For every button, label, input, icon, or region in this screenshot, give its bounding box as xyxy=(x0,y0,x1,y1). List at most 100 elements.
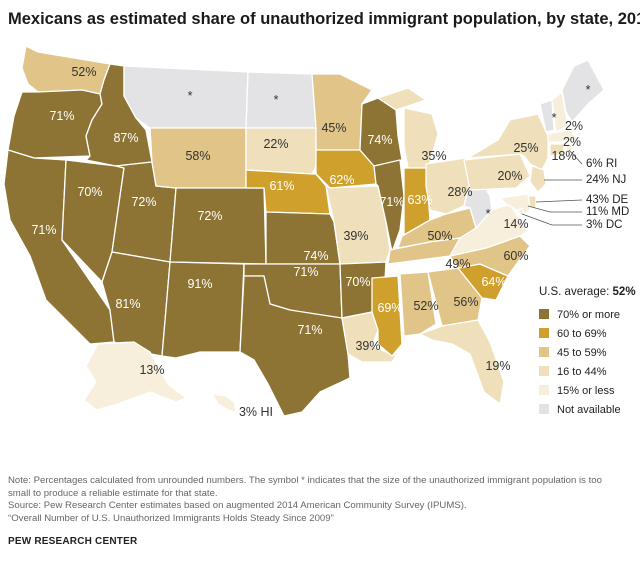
state-label-ne: 61% xyxy=(269,179,294,193)
us-average-label: U.S. average: xyxy=(539,286,610,298)
leader-line-dc xyxy=(521,213,582,226)
state-label-ga: 56% xyxy=(453,295,478,309)
legend-swatch xyxy=(539,347,549,358)
state-al xyxy=(399,271,437,337)
legend-label: 16 to 44% xyxy=(557,366,607,378)
state-label-il: 71% xyxy=(379,195,404,209)
state-hi xyxy=(211,393,237,413)
callout-label-ri: 6% RI xyxy=(586,158,617,170)
map-title: Mexicans as estimated share of unauthori… xyxy=(8,10,640,28)
state-label-id: 87% xyxy=(113,131,138,145)
leader-line-md xyxy=(527,205,582,213)
state-label-hi: 3% HI xyxy=(239,405,273,419)
state-label-ks: 74% xyxy=(303,249,328,263)
state-label-wy: 58% xyxy=(185,149,210,163)
state-label-mt: * xyxy=(188,89,193,103)
state-co xyxy=(169,187,267,265)
us-average: U.S. average: 52% xyxy=(539,286,636,298)
legend-item: 15% or less xyxy=(539,384,614,398)
legend-item: 45 to 59% xyxy=(539,346,607,360)
legend-swatch xyxy=(539,385,549,396)
notes: Note: Percentages calculated from unroun… xyxy=(8,475,634,525)
legend-item: 60 to 69% xyxy=(539,327,607,341)
note-line: Note: Percentages calculated from unroun… xyxy=(8,475,602,486)
state-label-oh: 28% xyxy=(447,185,472,199)
state-label-al: 52% xyxy=(413,299,438,313)
state-label-ok: 71% xyxy=(293,265,318,279)
state-label-me: * xyxy=(586,83,591,97)
state-sd xyxy=(245,127,317,175)
source-line: Source: Pew Research Center estimates ba… xyxy=(8,500,467,512)
state-nh xyxy=(551,91,569,133)
state-label-ky: 50% xyxy=(427,229,452,243)
callout-label-nj: 24% NJ xyxy=(586,174,626,186)
state-label-sd: 22% xyxy=(263,137,288,151)
state-label-ma: 2% xyxy=(563,135,581,149)
legend-label: 45 to 59% xyxy=(557,347,607,359)
state-label-ca: 71% xyxy=(31,223,56,237)
state-label-az: 81% xyxy=(115,297,140,311)
legend-item: Not available xyxy=(539,403,621,417)
state-vt xyxy=(539,99,555,133)
legend-label: 60 to 69% xyxy=(557,328,607,340)
us-choropleth-map: 52% 71% 71% 87% 70% 72% 81% * 58% 72% 91% * 22% 61% 74… xyxy=(3,45,629,419)
state-ma xyxy=(547,129,579,143)
state-label-ms: 69% xyxy=(377,301,402,315)
state-mt xyxy=(123,65,249,129)
state-label-ut: 72% xyxy=(131,195,156,209)
callout-label-md: 11% MD xyxy=(586,206,629,218)
state-ny xyxy=(467,113,549,171)
state-nj xyxy=(529,165,547,193)
state-label-nh: 2% xyxy=(565,119,583,133)
state-label-mo: 39% xyxy=(343,229,368,243)
legend-label: Not available xyxy=(557,404,621,416)
state-label-wv: * xyxy=(486,207,491,221)
state-label-nm: 91% xyxy=(187,277,212,291)
state-label-ny: 25% xyxy=(513,141,538,155)
state-label-fl: 19% xyxy=(485,359,510,373)
state-ms xyxy=(371,275,403,357)
us-average-value: 52% xyxy=(612,286,636,298)
state-label-pa: 20% xyxy=(497,169,522,183)
legend-swatch xyxy=(539,404,549,415)
legend-label: 70% or more xyxy=(557,309,620,321)
state-label-ia: 62% xyxy=(329,173,354,187)
legend-item: 16 to 44% xyxy=(539,365,607,379)
note-line: small to produce a reliable estimate for… xyxy=(8,487,218,499)
report-title: “Overall Number of U.S. Unauthorized Imm… xyxy=(8,512,334,524)
legend-swatch xyxy=(539,309,549,320)
state-label-tn: 49% xyxy=(445,257,470,271)
callout-label-dc: 3% DC xyxy=(586,219,622,231)
state-label-nv: 70% xyxy=(77,185,102,199)
state-ak xyxy=(83,341,187,411)
state-label-vt: * xyxy=(552,111,557,125)
state-label-ak: 13% xyxy=(139,363,164,377)
state-label-mi: 35% xyxy=(421,149,446,163)
state-label-tx: 71% xyxy=(297,323,322,337)
state-ri xyxy=(565,143,573,153)
state-wa xyxy=(21,45,111,95)
state-label-ar: 70% xyxy=(345,275,370,289)
state-label-va: 14% xyxy=(503,217,528,231)
state-label-mn: 45% xyxy=(321,121,346,135)
state-label-in: 63% xyxy=(407,193,432,207)
callout-label-de: 43% DE xyxy=(586,194,629,206)
state-ct xyxy=(549,143,565,157)
state-label-wi: 74% xyxy=(367,133,392,147)
legend-label: 15% or less xyxy=(557,385,615,397)
state-label-co: 72% xyxy=(197,209,222,223)
state-label-or: 71% xyxy=(49,109,74,123)
state-label-wa: 52% xyxy=(71,65,96,79)
state-fl xyxy=(419,319,505,405)
state-nd xyxy=(245,71,317,129)
state-label-la: 39% xyxy=(355,339,380,353)
state-label-nc: 60% xyxy=(503,249,528,263)
legend-item: 70% or more xyxy=(539,308,620,322)
leader-line-ri xyxy=(568,149,583,165)
state-label-nd: * xyxy=(274,93,279,107)
brand-label: PEW RESEARCH CENTER xyxy=(8,536,138,547)
state-me xyxy=(561,59,605,123)
state-label-ct: 18% xyxy=(551,149,576,163)
state-label-sc: 64% xyxy=(481,275,506,289)
state-tx xyxy=(239,275,351,417)
